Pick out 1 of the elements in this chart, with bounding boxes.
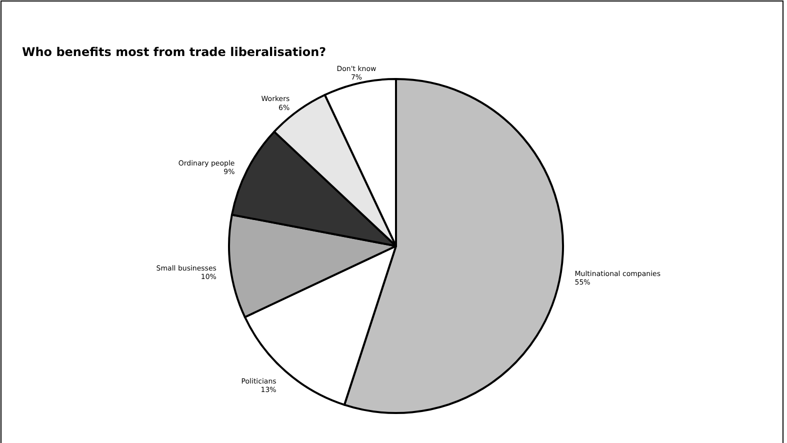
chart-title: Who benefits most from trade liberalisation?: [22, 45, 326, 59]
